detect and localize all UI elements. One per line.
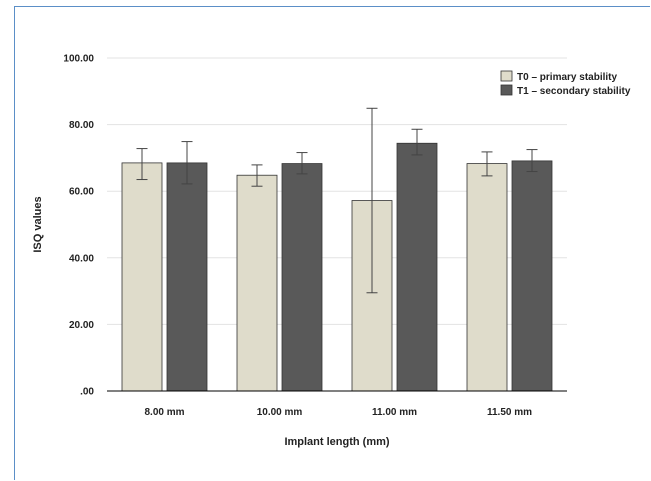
error-bar [366,107,378,294]
legend: T0 – primary stability T1 – secondary sta… [500,70,631,97]
legend-label: T1 – secondary stability [517,86,631,97]
x-tick-label: 10.00 mm [257,407,303,418]
error-bar [411,128,423,156]
legend-label: T0 – primary stability [517,72,617,83]
bar-t1 [166,162,208,392]
bar-t0 [466,163,508,392]
error-bar [136,148,148,181]
legend-item: T1 – secondary stability [500,84,631,97]
y-tick-label: 100.00 [63,54,94,65]
bar-t1 [511,160,553,392]
error-bar [296,152,308,175]
x-tick-labels: 8.00 mm 10.00 mm 11.00 mm 11.50 mm [144,407,532,418]
legend-item: T0 – primary stability [500,70,617,83]
error-bar [481,151,493,177]
y-tick-label: 40.00 [69,253,94,264]
bars [121,142,553,392]
bar-t1 [396,142,438,392]
legend-swatch [500,84,513,96]
x-tick-label: 11.50 mm [487,407,532,418]
error-bar [181,141,193,185]
y-tick-label: 20.00 [69,320,94,331]
y-tick-labels: .00 20.00 40.00 60.00 80.00 100.00 [63,54,94,398]
error-bar [251,164,263,187]
bar-t0 [121,162,163,392]
chart: .00 20.00 40.00 60.00 80.00 100.00 8.00 mm 10.… [15,7,651,481]
x-tick-label: 11.00 mm [372,407,417,418]
error-bars [136,107,538,294]
y-tick-label: 60.00 [69,187,94,198]
x-axis-title: Implant length (mm) [284,436,389,448]
legend-swatch [500,70,513,82]
y-axis-title: ISQ values [32,196,44,252]
bar-t0 [236,174,278,392]
chart-frame: .00 20.00 40.00 60.00 80.00 100.00 8.00 mm 10.… [14,6,651,481]
x-tick-label: 8.00 mm [144,407,184,418]
y-tick-label: 80.00 [69,120,94,131]
error-bar [526,149,538,173]
y-tick-label: .00 [80,387,94,398]
bar-t1 [281,163,323,392]
